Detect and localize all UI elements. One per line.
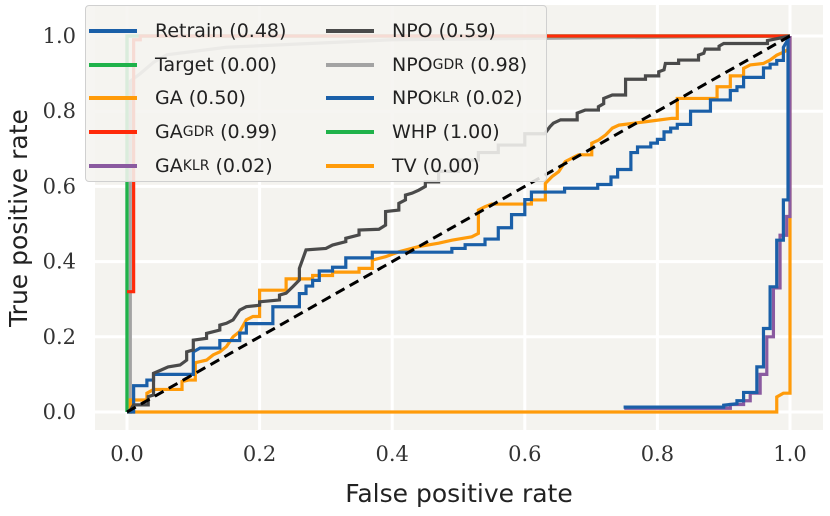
legend-item: Target (0.00) [89,50,277,80]
legend-label: Target [155,53,214,76]
y-tick-label: 0.8 [43,99,76,123]
x-tick-label: 0.8 [641,442,674,466]
x-ticks: 0.0 0.2 0.4 0.6 0.8 1.0 [110,442,806,466]
x-tick-label: 0.0 [110,442,143,466]
legend-item: GA KLR (0.02) [89,151,273,181]
legend-item: TV (0.00) [326,151,480,181]
y-axis-label: True positive rate [4,109,33,328]
series-line-ga-klr [624,36,792,410]
legend-swatch [89,96,137,101]
legend-swatch [89,130,137,135]
y-tick-label: 0.0 [43,400,76,424]
legend-label: Retrain [155,20,224,42]
legend-auc: (1.00) [436,121,500,144]
x-tick-label: 0.4 [375,442,408,466]
legend-swatch [326,163,374,168]
legend-swatch [326,130,374,135]
y-tick-label: 0.2 [43,325,76,349]
legend-auc: (0.98) [464,53,528,76]
y-tick-label: 0.4 [43,250,76,274]
legend-swatch [89,163,137,168]
legend-label-subscript: GDR [432,56,464,73]
legend-auc: (0.02) [459,87,523,110]
legend-swatch [326,96,374,101]
legend-label: GA [155,87,183,110]
x-tick-label: 1.0 [773,442,806,466]
y-ticks: 0.0 0.2 0.4 0.6 0.8 1.0 [43,24,76,424]
legend-auc: (0.59) [432,20,496,42]
legend-label: TV [392,154,417,177]
legend-label-subscript: KLR [432,90,460,107]
legend-label: GA [155,121,183,144]
legend-item: NPO KLR (0.02) [326,83,523,113]
legend-auc: (0.99) [214,121,278,144]
legend-label: NPO [392,87,433,110]
legend-auc: (0.00) [416,154,480,177]
series-line-npo-klr [623,36,790,409]
legend-swatch [326,62,374,67]
legend-swatch [326,29,374,33]
legend-label: WHP [392,121,437,144]
legend-label: NPO [392,53,433,76]
y-tick-label: 0.6 [43,174,76,198]
legend-label: NPO [392,20,433,42]
legend-label: GA [155,154,183,177]
x-tick-label: 0.6 [508,442,541,466]
legend-item: GA GDR (0.99) [89,117,277,147]
y-tick-label: 1.0 [43,24,76,48]
series-line-tv [127,36,792,414]
legend-item: WHP (1.00) [326,117,500,147]
legend-item: Retrain (0.48) [89,16,286,46]
legend-label-subscript: KLR [182,157,210,174]
series-line-npo [126,34,791,414]
legend-auc: (0.00) [213,53,277,76]
legend-swatch [89,29,137,33]
legend-auc: (0.02) [209,154,273,177]
legend-label-subscript: GDR [182,124,215,141]
legend-item: NPO (0.59) [326,16,496,46]
series-line-retrain [127,35,792,414]
legend-item: NPO GDR (0.98) [326,50,527,80]
legend-auc: (0.50) [182,87,246,110]
legend-swatch [89,62,137,67]
legend: Retrain (0.48) Target (0.00) GA (0.50) GA GD… [85,5,547,182]
x-tick-label: 0.2 [243,442,276,466]
legend-item: GA (0.50) [89,83,246,113]
legend-auc: (0.48) [223,20,287,42]
x-axis-label: False positive rate [345,479,573,508]
